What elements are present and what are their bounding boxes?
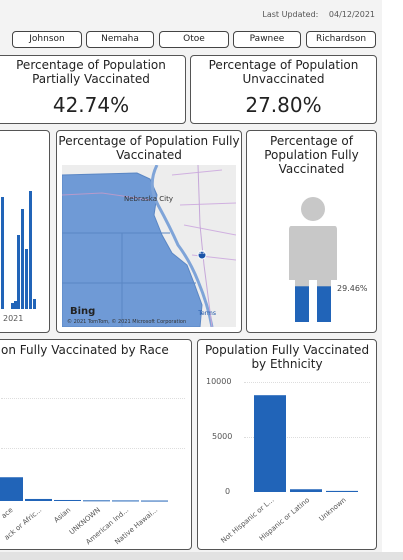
- timeline-bars: [1, 191, 41, 309]
- map-attribution: © 2021 TomTom, © 2021 Microsoft Corporat…: [67, 319, 187, 325]
- kpi-unvacc-card[interactable]: Percentage of Population Unvaccinated 27…: [190, 55, 377, 124]
- timeline-bar: [11, 303, 14, 309]
- map-area[interactable]: Nebraska City 29 Bing Terms © 2021 TomTo…: [61, 164, 237, 328]
- county-map[interactable]: [61, 164, 237, 328]
- y-tick-0: 0: [225, 487, 231, 496]
- bing-logo: Bing: [70, 306, 96, 317]
- race-title: on Fully Vaccinated by Race: [1, 343, 169, 357]
- interstate-icon: [197, 250, 207, 260]
- race-x-label: ace: [0, 506, 15, 521]
- timeline-bar: [21, 209, 24, 309]
- map-card[interactable]: Percentage of Population Fully Vaccinate…: [56, 130, 242, 333]
- timeline-bar: [25, 249, 28, 309]
- timeline-bar: [14, 301, 17, 309]
- bottom-bar: [0, 552, 403, 560]
- ethnicity-bars[interactable]: [244, 380, 370, 493]
- ethnicity-bar[interactable]: [254, 395, 286, 492]
- race-bar[interactable]: [25, 498, 52, 501]
- kpi-partial-card[interactable]: Percentage of Population Partially Vacci…: [0, 55, 186, 124]
- y-tick-10000: 10000: [206, 377, 232, 386]
- timeline-bar: [1, 197, 4, 309]
- filter-nemaha[interactable]: Nemaha: [86, 31, 154, 48]
- ethnicity-title: Population Fully Vaccinated by Ethnicity: [204, 343, 370, 371]
- person-pct-label: 29.46%: [337, 284, 368, 293]
- partial-timeline-card[interactable]: 2021: [0, 130, 50, 333]
- gridline: [244, 382, 370, 383]
- race-bar[interactable]: [112, 500, 139, 502]
- gridline: [1, 448, 185, 449]
- map-title: Percentage of Population Fully Vaccinate…: [58, 134, 240, 162]
- filter-otoe[interactable]: Otoe: [159, 31, 229, 48]
- kpi-unvacc-value: 27.80%: [245, 93, 322, 117]
- ethnicity-x-label: Unknown: [317, 496, 348, 524]
- filter-pawnee[interactable]: Pawnee: [233, 31, 301, 48]
- person-card[interactable]: Percentage of Population Fully Vaccinate…: [246, 130, 377, 333]
- race-card[interactable]: on Fully Vaccinated by Race ace ack or Af…: [0, 339, 192, 550]
- last-updated: Last Updated: 04/12/2021: [262, 10, 375, 19]
- race-x-label: Asian: [52, 506, 73, 525]
- map-city-label: Nebraska City: [124, 195, 173, 203]
- timeline-bar: [17, 235, 20, 309]
- kpi-partial-title: Percentage of Population Partially Vacci…: [16, 58, 166, 86]
- timeline-bar: [33, 299, 36, 309]
- last-updated-label: Last Updated:: [262, 10, 319, 19]
- map-terms-link[interactable]: Terms: [198, 310, 216, 317]
- race-bar[interactable]: [83, 500, 110, 502]
- kpi-partial-value: 42.74%: [52, 93, 130, 117]
- race-bar[interactable]: [0, 477, 23, 501]
- ethnicity-bar[interactable]: [326, 490, 358, 492]
- last-updated-value: 04/12/2021: [328, 10, 375, 19]
- interstate-label: 29: [198, 250, 206, 256]
- gridline: [244, 437, 370, 438]
- gridline: [1, 398, 185, 399]
- race-bars[interactable]: [0, 370, 191, 505]
- y-tick-5000: 5000: [212, 432, 233, 441]
- scroll-gutter: [382, 0, 403, 560]
- race-bar[interactable]: [141, 500, 168, 502]
- filter-johnson[interactable]: Johnson: [12, 31, 82, 48]
- race-bar[interactable]: [54, 499, 81, 501]
- timeline-bar: [29, 191, 32, 309]
- filter-richardson[interactable]: Richardson: [306, 31, 376, 48]
- person-card-title: Percentage of Population Fully Vaccinate…: [264, 134, 359, 176]
- ethnicity-card[interactable]: Population Fully Vaccinated by Ethnicity…: [197, 339, 377, 550]
- ethnicity-bar[interactable]: [290, 489, 322, 492]
- timeline-tick-label: 2021: [3, 314, 24, 323]
- person-icon: [289, 197, 337, 322]
- kpi-unvacc-title: Percentage of Population Unvaccinated: [208, 58, 359, 86]
